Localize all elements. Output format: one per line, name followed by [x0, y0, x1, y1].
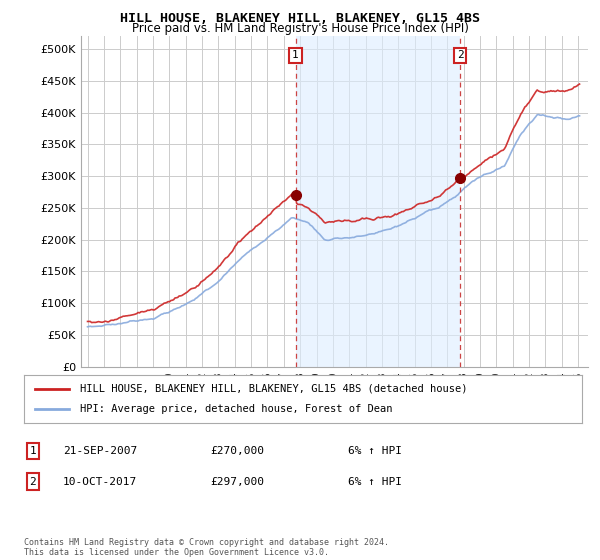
Text: 1: 1 — [29, 446, 37, 456]
Text: 2: 2 — [29, 477, 37, 487]
Text: HPI: Average price, detached house, Forest of Dean: HPI: Average price, detached house, Fore… — [80, 404, 392, 414]
Text: £297,000: £297,000 — [210, 477, 264, 487]
Text: 2: 2 — [457, 50, 463, 60]
Text: 21-SEP-2007: 21-SEP-2007 — [63, 446, 137, 456]
Text: 6% ↑ HPI: 6% ↑ HPI — [348, 446, 402, 456]
Text: 6% ↑ HPI: 6% ↑ HPI — [348, 477, 402, 487]
Text: 1: 1 — [292, 50, 299, 60]
Text: Contains HM Land Registry data © Crown copyright and database right 2024.
This d: Contains HM Land Registry data © Crown c… — [24, 538, 389, 557]
Text: HILL HOUSE, BLAKENEY HILL, BLAKENEY, GL15 4BS: HILL HOUSE, BLAKENEY HILL, BLAKENEY, GL1… — [120, 12, 480, 25]
Text: 10-OCT-2017: 10-OCT-2017 — [63, 477, 137, 487]
Text: £270,000: £270,000 — [210, 446, 264, 456]
Text: HILL HOUSE, BLAKENEY HILL, BLAKENEY, GL15 4BS (detached house): HILL HOUSE, BLAKENEY HILL, BLAKENEY, GL1… — [80, 384, 467, 394]
Bar — [296, 36, 460, 367]
Text: Price paid vs. HM Land Registry's House Price Index (HPI): Price paid vs. HM Land Registry's House … — [131, 22, 469, 35]
